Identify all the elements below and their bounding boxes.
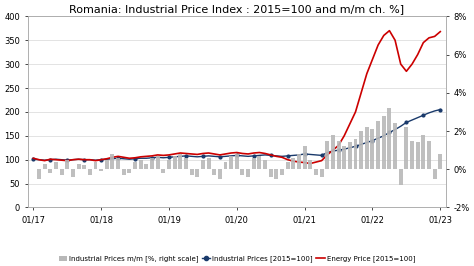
- Bar: [433, 169, 437, 179]
- Bar: [218, 169, 222, 179]
- Bar: [319, 169, 324, 177]
- Bar: [122, 169, 126, 175]
- Bar: [421, 135, 425, 169]
- Bar: [184, 158, 188, 169]
- Bar: [286, 162, 290, 169]
- Bar: [229, 156, 233, 169]
- Bar: [212, 169, 216, 175]
- Bar: [292, 158, 295, 169]
- Bar: [54, 162, 58, 169]
- Bar: [263, 160, 267, 169]
- Bar: [269, 169, 273, 177]
- Bar: [410, 140, 414, 169]
- Bar: [116, 158, 120, 169]
- Bar: [60, 169, 64, 175]
- Bar: [150, 158, 154, 169]
- Bar: [167, 160, 171, 169]
- Bar: [331, 135, 335, 169]
- Bar: [325, 140, 329, 169]
- Bar: [71, 169, 75, 177]
- Bar: [274, 169, 278, 179]
- Bar: [133, 162, 137, 169]
- Bar: [427, 140, 431, 169]
- Bar: [337, 140, 340, 169]
- Bar: [43, 164, 46, 169]
- Bar: [77, 164, 81, 169]
- Bar: [224, 162, 228, 169]
- Bar: [354, 139, 357, 169]
- Bar: [371, 129, 374, 169]
- Title: Romania: Industrial Price Index : 2015=100 and m/m ch. %]: Romania: Industrial Price Index : 2015=1…: [69, 4, 404, 14]
- Bar: [201, 160, 205, 169]
- Bar: [280, 169, 284, 175]
- Bar: [139, 160, 143, 169]
- Bar: [246, 169, 250, 177]
- Bar: [48, 169, 52, 173]
- Bar: [178, 154, 182, 169]
- Bar: [110, 154, 114, 169]
- Bar: [303, 146, 307, 169]
- Bar: [382, 116, 386, 169]
- Bar: [376, 122, 380, 169]
- Bar: [105, 160, 109, 169]
- Bar: [297, 154, 301, 169]
- Bar: [342, 146, 346, 169]
- Bar: [387, 108, 392, 169]
- Bar: [161, 169, 165, 173]
- Bar: [404, 127, 409, 169]
- Bar: [308, 160, 312, 169]
- Bar: [438, 154, 442, 169]
- Bar: [88, 169, 92, 175]
- Bar: [65, 160, 69, 169]
- Legend: Industrial Prices m/m [%, right scale], Industrial Prices [2015=100], Energy Pri: Industrial Prices m/m [%, right scale], …: [56, 253, 418, 265]
- Bar: [37, 169, 41, 179]
- Bar: [93, 162, 98, 169]
- Bar: [207, 158, 210, 169]
- Bar: [314, 169, 318, 175]
- Bar: [155, 156, 160, 169]
- Bar: [257, 156, 261, 169]
- Bar: [145, 164, 148, 169]
- Bar: [416, 143, 419, 169]
- Bar: [365, 127, 369, 169]
- Bar: [252, 158, 256, 169]
- Bar: [235, 154, 239, 169]
- Bar: [195, 169, 199, 177]
- Bar: [348, 143, 352, 169]
- Bar: [359, 131, 363, 169]
- Bar: [240, 169, 245, 175]
- Bar: [393, 123, 397, 169]
- Bar: [173, 156, 177, 169]
- Bar: [190, 169, 193, 175]
- Bar: [99, 169, 103, 171]
- Bar: [399, 169, 403, 185]
- Bar: [128, 169, 131, 173]
- Bar: [82, 165, 86, 169]
